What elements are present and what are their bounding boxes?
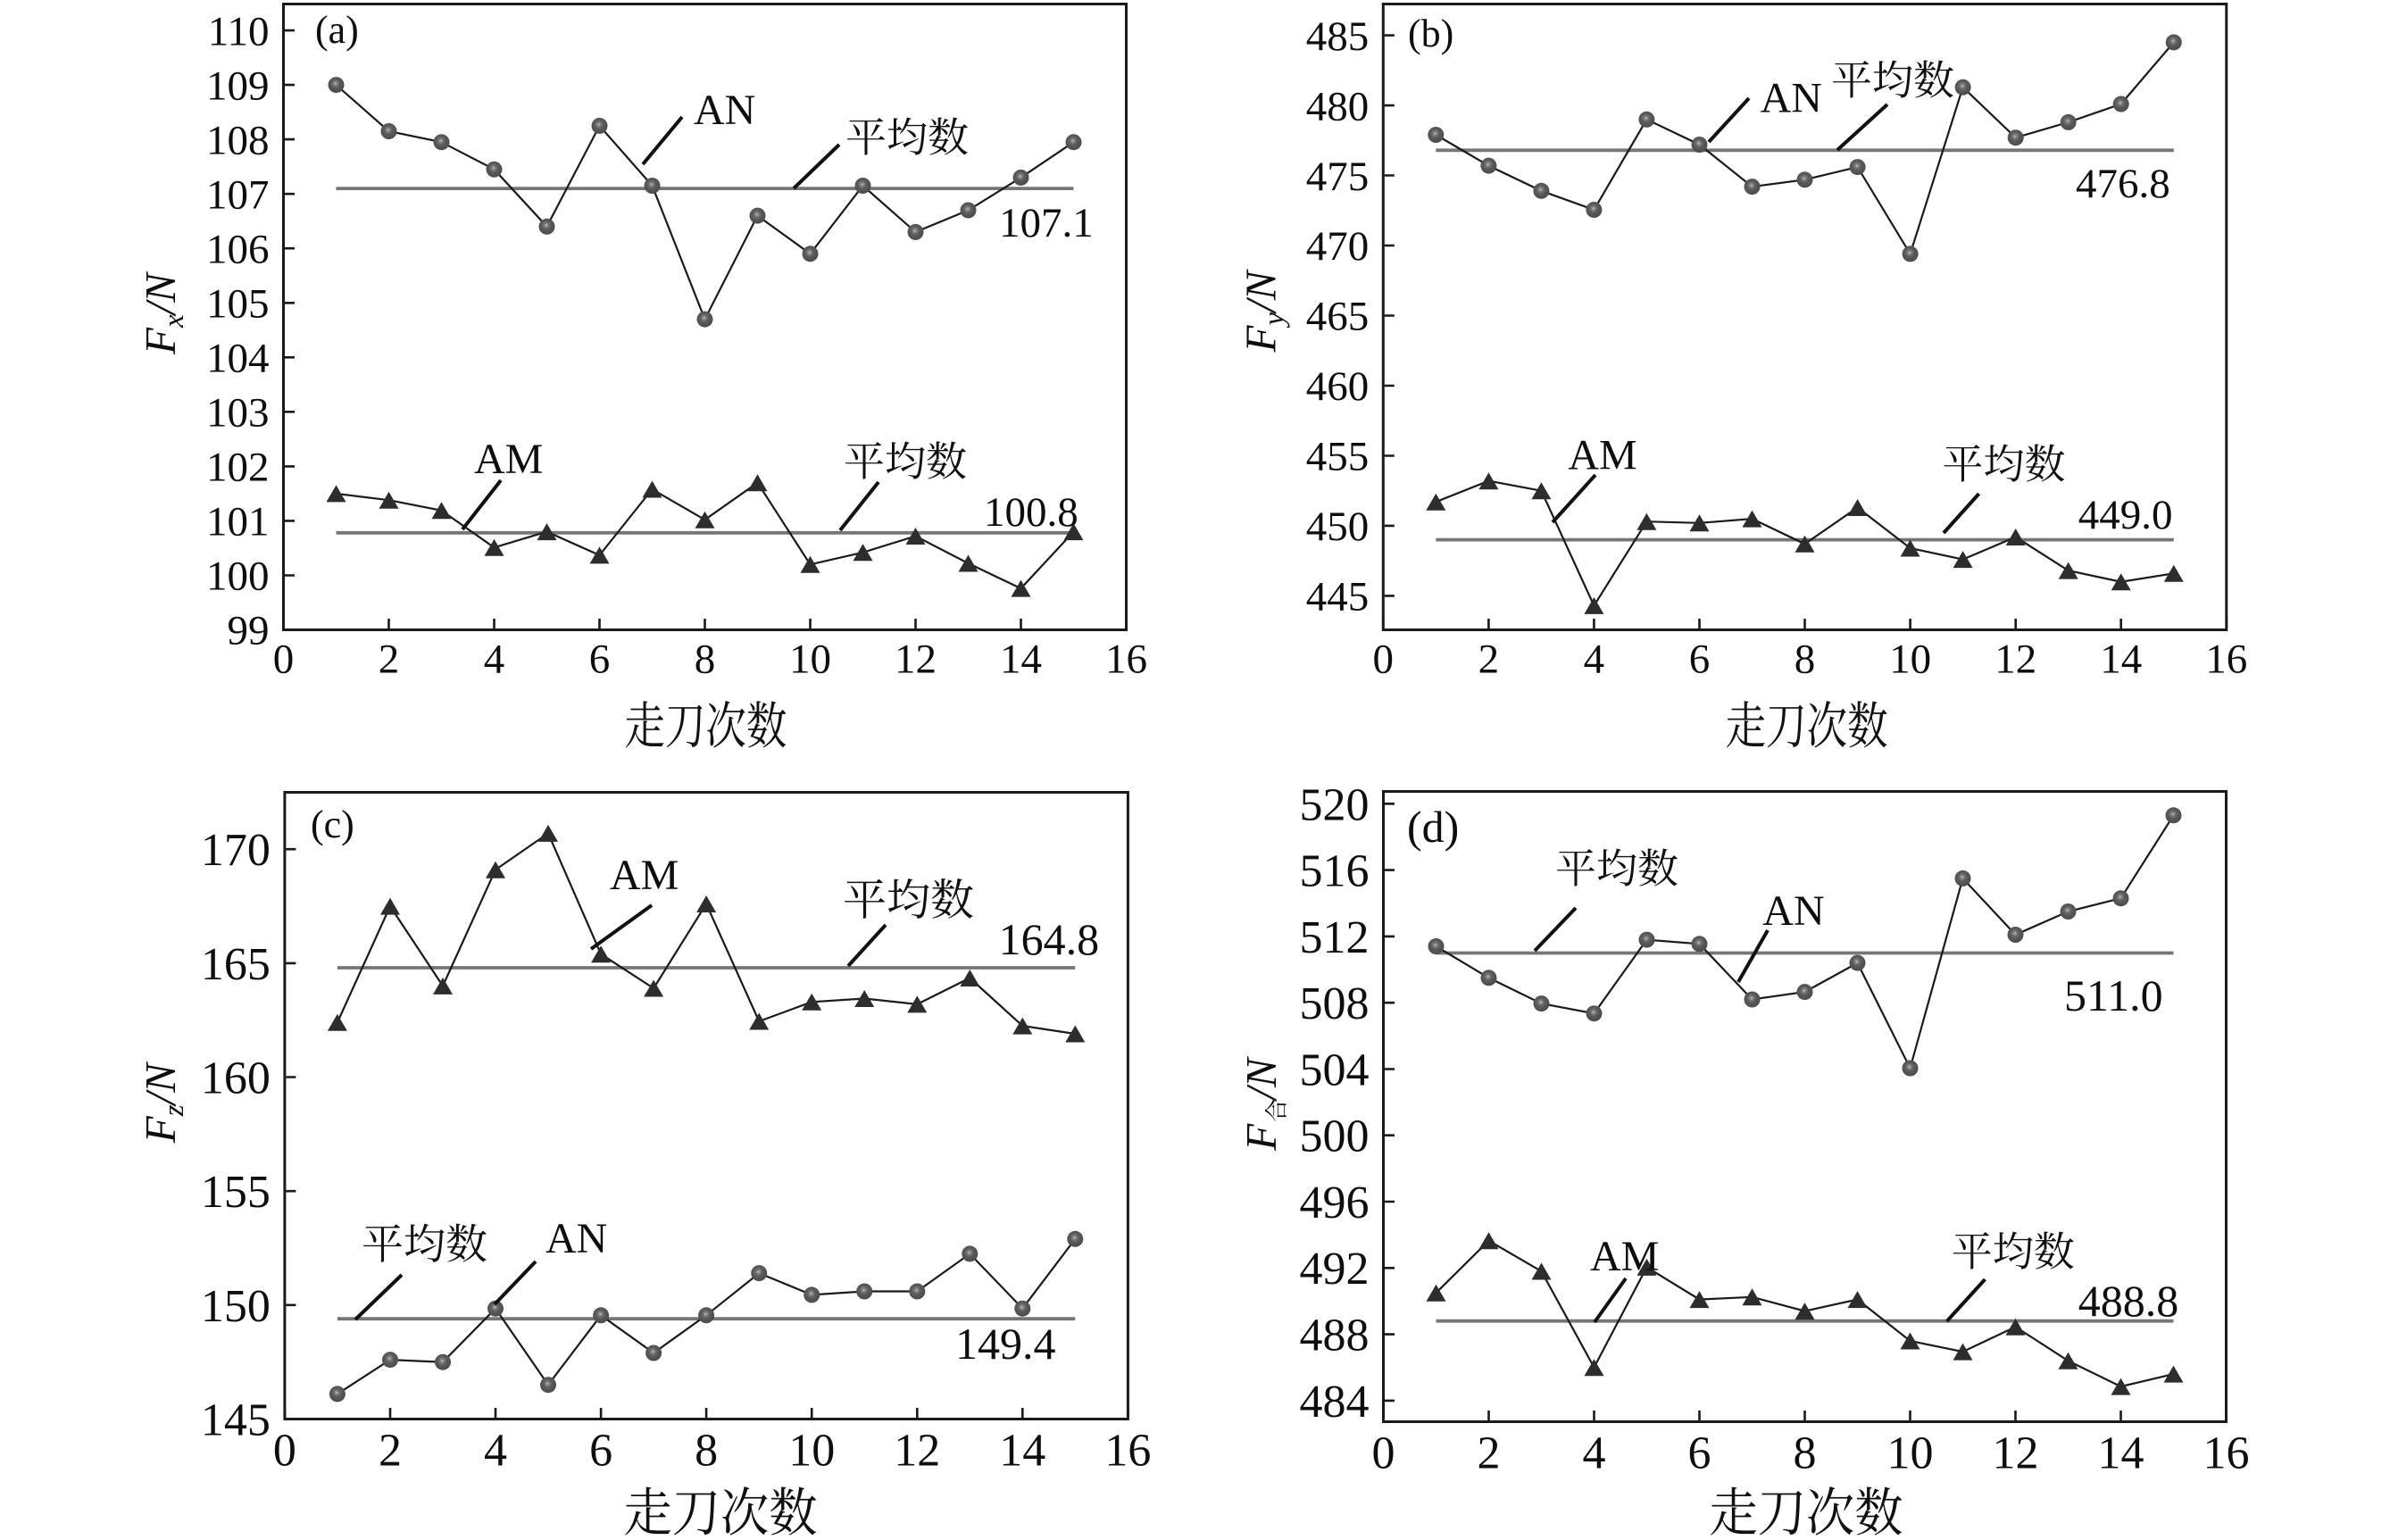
svg-text:496: 496	[1300, 1178, 1370, 1228]
svg-text:AN: AN	[694, 87, 755, 134]
svg-text:(a): (a)	[315, 8, 359, 52]
svg-text:512: 512	[1300, 912, 1370, 963]
svg-text:100.8: 100.8	[984, 489, 1078, 536]
svg-text:4: 4	[1583, 1428, 1606, 1479]
svg-text:16: 16	[2203, 1428, 2250, 1479]
svg-text:(c): (c)	[311, 803, 354, 846]
svg-text:AM: AM	[610, 852, 679, 899]
svg-text:0: 0	[1373, 637, 1395, 683]
svg-text:2: 2	[1478, 1428, 1501, 1479]
svg-text:480: 480	[1306, 83, 1370, 129]
svg-text:150: 150	[201, 1281, 271, 1332]
svg-text:484: 484	[1300, 1377, 1370, 1428]
svg-text:8: 8	[1795, 637, 1816, 683]
svg-text:6: 6	[589, 1426, 612, 1477]
svg-text:AM: AM	[474, 436, 543, 483]
svg-text:2: 2	[379, 637, 400, 683]
svg-text:2: 2	[1478, 637, 1500, 683]
svg-text:14: 14	[2100, 637, 2142, 683]
svg-text:488: 488	[1300, 1311, 1370, 1361]
svg-text:500: 500	[1300, 1111, 1370, 1162]
svg-text:164.8: 164.8	[999, 914, 1100, 964]
svg-text:445: 445	[1306, 574, 1370, 620]
svg-text:F: F	[1237, 1123, 1286, 1152]
svg-text:14: 14	[1000, 637, 1042, 683]
svg-text:465: 465	[1306, 294, 1370, 340]
svg-text:12: 12	[894, 1426, 940, 1477]
svg-text:475: 475	[1306, 154, 1370, 200]
svg-text:16: 16	[1105, 637, 1147, 683]
svg-text:508: 508	[1300, 978, 1370, 1029]
svg-text:155: 155	[201, 1167, 271, 1218]
svg-text:AM: AM	[1590, 1233, 1659, 1280]
svg-text:103: 103	[206, 390, 270, 437]
svg-text:102: 102	[206, 445, 270, 491]
svg-text:16: 16	[1104, 1426, 1151, 1477]
svg-text:AN: AN	[545, 1215, 607, 1262]
svg-text:108: 108	[206, 117, 270, 163]
svg-text:109: 109	[206, 62, 270, 109]
svg-text:14: 14	[2098, 1428, 2144, 1479]
svg-text:485: 485	[1306, 13, 1370, 60]
svg-text:476.8: 476.8	[2076, 161, 2170, 207]
svg-text:6: 6	[1689, 637, 1711, 683]
svg-text:0: 0	[273, 1426, 296, 1477]
svg-text:Fz/N: Fz/N	[136, 1061, 190, 1144]
svg-text:14: 14	[999, 1426, 1045, 1477]
svg-text:(d): (d)	[1407, 802, 1459, 852]
svg-text:8: 8	[695, 637, 716, 683]
svg-text:107: 107	[206, 171, 270, 218]
svg-text:AN: AN	[1762, 887, 1824, 935]
svg-text:504: 504	[1300, 1045, 1370, 1095]
svg-text:8: 8	[695, 1426, 718, 1477]
svg-text:470: 470	[1306, 223, 1370, 270]
svg-text:0: 0	[273, 637, 295, 683]
svg-text:16: 16	[2205, 637, 2247, 683]
svg-text:Fx/N: Fx/N	[136, 271, 190, 355]
svg-text:0: 0	[1372, 1428, 1395, 1479]
svg-text:12: 12	[1993, 1428, 2039, 1479]
svg-text:101: 101	[206, 499, 270, 545]
svg-text:488.8: 488.8	[2078, 1276, 2179, 1326]
svg-text:516: 516	[1300, 846, 1370, 897]
svg-text:/N: /N	[1237, 1056, 1286, 1103]
svg-text:492: 492	[1300, 1244, 1370, 1294]
svg-text:110: 110	[208, 8, 270, 54]
svg-text:145: 145	[201, 1394, 271, 1445]
svg-text:AN: AN	[1761, 75, 1822, 122]
svg-text:449.0: 449.0	[2078, 492, 2173, 538]
svg-text:450: 450	[1306, 504, 1370, 550]
svg-text:12: 12	[1994, 637, 2036, 683]
svg-text:10: 10	[1889, 637, 1931, 683]
svg-text:520: 520	[1300, 779, 1370, 830]
svg-text:4: 4	[1584, 637, 1605, 683]
svg-text:100: 100	[206, 554, 270, 600]
svg-text:170: 170	[201, 825, 271, 876]
svg-text:10: 10	[789, 637, 831, 683]
svg-text:455: 455	[1306, 434, 1370, 480]
svg-text:6: 6	[1688, 1428, 1711, 1479]
svg-text:Fy/N: Fy/N	[1236, 269, 1290, 353]
svg-text:149.4: 149.4	[955, 1319, 1056, 1369]
svg-text:106: 106	[206, 226, 270, 272]
svg-text:6: 6	[589, 637, 611, 683]
svg-text:AM: AM	[1568, 432, 1636, 479]
svg-text:10: 10	[788, 1426, 835, 1477]
svg-text:105: 105	[206, 281, 270, 328]
svg-text:4: 4	[484, 1426, 507, 1477]
svg-text:104: 104	[206, 336, 270, 382]
svg-text:2: 2	[379, 1426, 402, 1477]
svg-text:99: 99	[228, 608, 270, 654]
svg-text:10: 10	[1887, 1428, 1934, 1479]
svg-text:460: 460	[1306, 363, 1370, 410]
svg-text:4: 4	[484, 637, 505, 683]
svg-text:8: 8	[1794, 1428, 1817, 1479]
svg-text:165: 165	[201, 939, 271, 990]
svg-text:107.1: 107.1	[999, 200, 1094, 246]
svg-text:160: 160	[201, 1053, 271, 1104]
svg-text:12: 12	[895, 637, 937, 683]
svg-text:511.0: 511.0	[2064, 970, 2163, 1020]
svg-text:(b): (b)	[1408, 12, 1453, 55]
